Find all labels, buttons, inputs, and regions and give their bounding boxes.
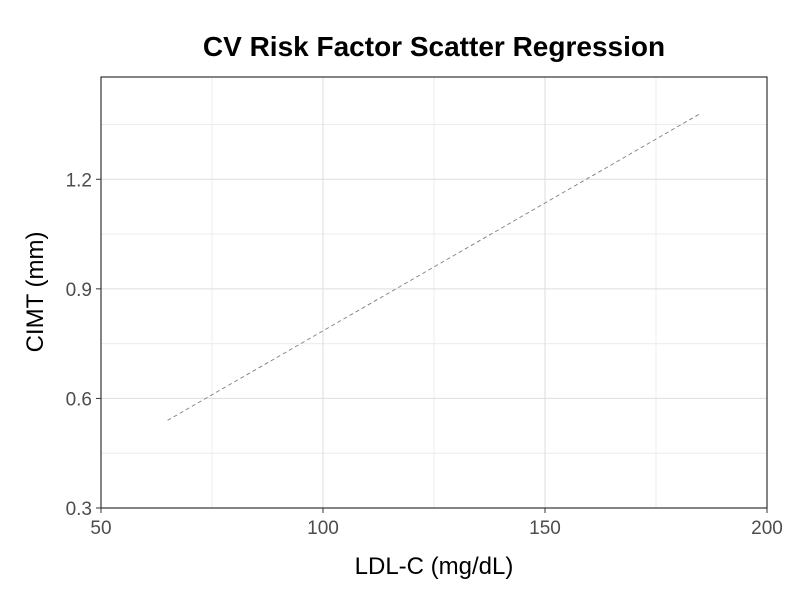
x-tick-label: 100 [307,518,339,539]
x-tick-label: 150 [529,518,561,539]
x-tick-label: 200 [751,518,783,539]
axis-layer [96,76,768,513]
plot-panel-border [100,76,768,509]
y-tick-label: 0.6 [66,389,92,410]
y-tick-label: 0.3 [66,499,92,520]
chart-title: CV Risk Factor Scatter Regression [203,31,665,62]
y-axis-title: CIMT (mm) [22,232,49,353]
y-tick-label: 0.9 [66,280,92,301]
regression-line-0 [167,113,701,421]
series-layer [167,113,701,421]
y-tick-label: 1.2 [66,170,92,191]
tick-labels: 50 100 150 200 0.3 0.6 0.9 1.2 [66,170,783,539]
grid-lines [100,77,768,509]
x-tick-label: 50 [90,518,111,539]
x-axis-title: LDL-C (mg/dL) [355,553,514,580]
